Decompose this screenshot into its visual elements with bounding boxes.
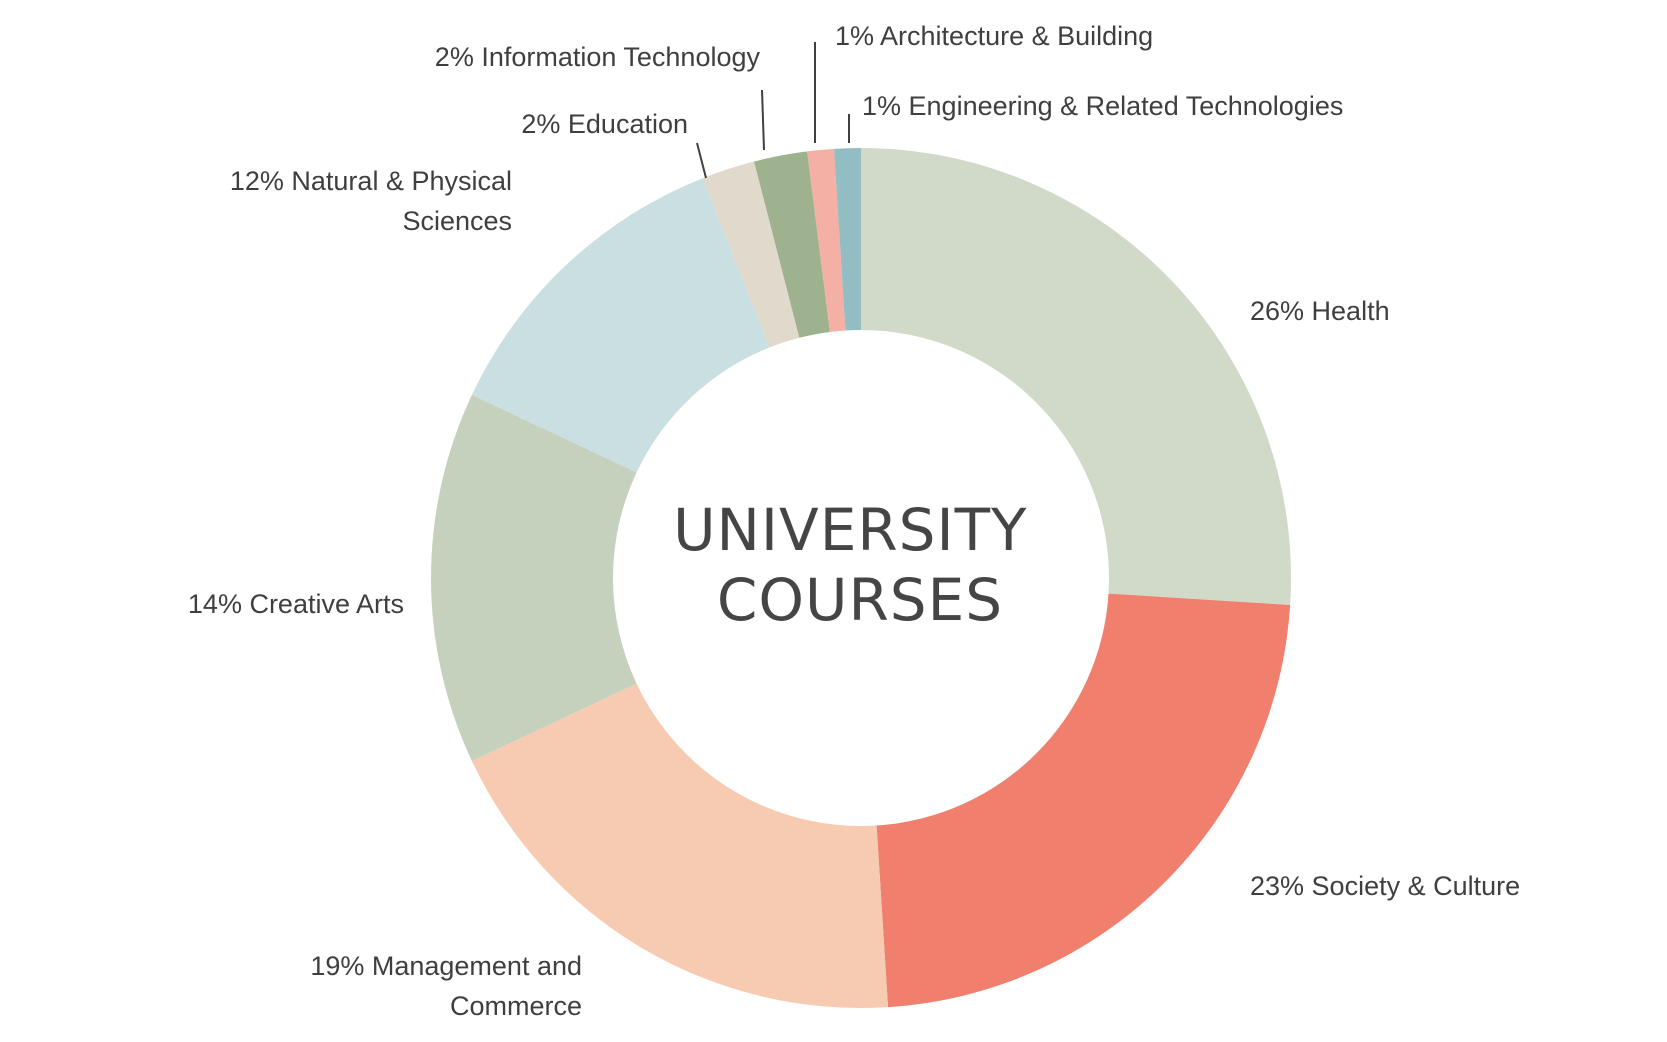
slice-labels: 26% Health 23% Society & Culture 19% Manag… [188, 21, 1520, 1021]
donut-slices [431, 148, 1291, 1008]
slice-label-line: 23% Society & Culture [1250, 871, 1520, 901]
slice-label-line: 14% Creative Arts [188, 589, 404, 619]
slice-label-line: 12% Natural & Physical [230, 166, 512, 196]
slice-label: 14% Creative Arts [188, 589, 404, 619]
slice-health [861, 148, 1291, 605]
slice-label: 1% Engineering & Related Technologies [862, 91, 1343, 121]
slice-engineering-related-technologies [834, 148, 861, 331]
center-title: UNIVERSITY COURSES [673, 496, 1047, 634]
slice-label: 19% Management and Commerce [310, 951, 582, 1021]
slice-education [702, 161, 800, 348]
leader-lines [696, 42, 850, 179]
slice-information-technology [754, 151, 830, 338]
center-title-line-1: UNIVERSITY [673, 496, 1027, 564]
center-title-line-2: COURSES [717, 566, 1003, 634]
slice-label: 2% Information Technology [435, 42, 761, 72]
slice-management-and-commerce [471, 683, 888, 1008]
slice-label-line: Commerce [450, 991, 582, 1021]
slice-architecture-building [807, 148, 846, 332]
leader-line [761, 89, 765, 151]
slice-label-line: 1% Architecture & Building [835, 21, 1153, 51]
leader-line [696, 142, 707, 179]
slice-label: 26% Health [1250, 296, 1390, 326]
slice-natural-physical-sciences [471, 178, 770, 473]
slice-creative-arts [431, 394, 637, 762]
slice-label-line: 1% Engineering & Related Technologies [862, 91, 1343, 121]
slice-label: 1% Architecture & Building [835, 21, 1153, 51]
slice-label-line: 2% Information Technology [435, 42, 761, 72]
slice-label-line: Sciences [402, 206, 512, 236]
slice-label: 23% Society & Culture [1250, 871, 1520, 901]
slice-society-culture [876, 593, 1291, 1008]
slice-label-line: 26% Health [1250, 296, 1390, 326]
slice-label: 2% Education [521, 109, 688, 139]
slice-label-line: 2% Education [521, 109, 688, 139]
slice-label-line: 19% Management and [310, 951, 582, 981]
slice-label: 12% Natural & Physical Sciences [230, 166, 512, 236]
